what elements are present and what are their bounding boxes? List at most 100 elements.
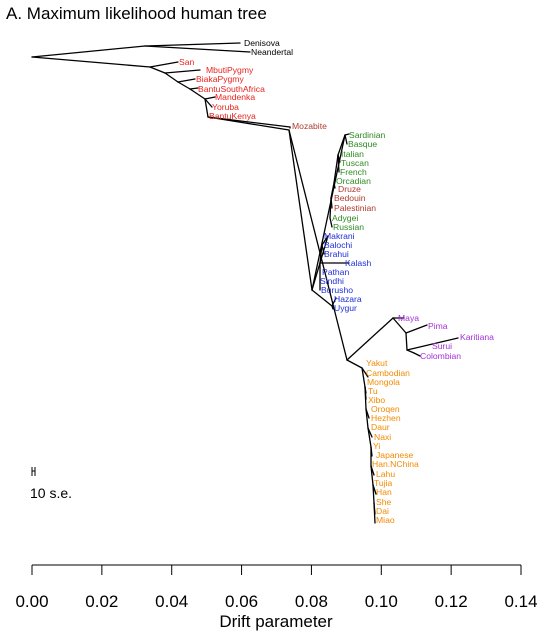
leaf-label-colombian: Colombian xyxy=(420,351,461,361)
tree-edges xyxy=(31,42,459,524)
leaf-label-druze: Druze xyxy=(338,184,361,194)
tree-edge xyxy=(204,98,209,118)
tree-edge xyxy=(177,81,191,90)
leaf-label-yoruba: Yoruba xyxy=(212,102,239,112)
leaf-label-tujia: Tujia xyxy=(374,478,393,488)
leaf-label-cambodian: Cambodian xyxy=(366,368,410,378)
leaf-label-sardinian: Sardinian xyxy=(349,130,386,140)
leaf-label-xibo: Xibo xyxy=(368,395,385,405)
leaf-label-hezhen: Hezhen xyxy=(371,413,401,423)
tree-edge xyxy=(189,88,206,100)
leaf-label-surui: Surui xyxy=(432,341,452,351)
tree-edge xyxy=(370,465,374,486)
leaf-label-hazara: Hazara xyxy=(334,294,362,304)
leaf-label-yi: Yi xyxy=(373,441,380,451)
figure-title: A. Maximum likelihood human tree xyxy=(6,4,267,23)
tree-edge xyxy=(288,129,348,361)
leaf-label-japanese: Japanese xyxy=(376,450,413,460)
leaf-label-uygur: Uygur xyxy=(334,303,357,313)
leaf-label-brahui: Brahui xyxy=(324,249,349,259)
leaf-label-french: French xyxy=(340,167,367,177)
x-axis-ticks: 0.00 0.02 0.04 0.06 0.08 0.10 0.12 0.14 xyxy=(15,565,538,611)
leaf-label-oroqen: Oroqen xyxy=(371,404,400,414)
tree-edge xyxy=(189,87,199,90)
leaf-label-miao: Miao xyxy=(376,515,395,525)
leaf-label-denisova: Denisova xyxy=(244,38,280,48)
leaf-label-makrani: Makrani xyxy=(324,231,355,241)
tree-edge xyxy=(406,337,459,351)
tree-edge xyxy=(337,134,346,156)
tree-edge xyxy=(346,359,363,369)
leaf-label-russian: Russian xyxy=(333,222,364,232)
leaf-label-bantukenya: BantuKenya xyxy=(209,111,256,121)
leaf-label-tuscan: Tuscan xyxy=(341,158,369,168)
tree-edge xyxy=(367,427,372,448)
leaf-label-han: Han xyxy=(376,487,392,497)
leaf-label-mongola: Mongola xyxy=(367,377,400,387)
leaf-label-neandertal: Neandertal xyxy=(251,47,293,57)
leaf-label-maya: Maya xyxy=(398,313,419,323)
leaf-label-daur: Daur xyxy=(371,422,390,432)
leaf-label-balochi: Balochi xyxy=(324,240,352,250)
tree-edge xyxy=(331,305,334,310)
leaf-label-burusho: Burusho xyxy=(321,285,353,295)
tree-edge xyxy=(361,367,366,388)
leaf-label-basque: Basque xyxy=(348,139,377,149)
tree-edge xyxy=(144,45,251,53)
tree-edge xyxy=(329,197,332,219)
tree-edge xyxy=(405,324,428,334)
tree-edge xyxy=(392,317,407,334)
tree-edge xyxy=(333,154,339,184)
tree-edge xyxy=(364,386,367,410)
tree-edge xyxy=(149,66,166,74)
x-tick-label-3: 0.06 xyxy=(225,592,258,611)
leaf-label-biakapygmy: BiakaPygmy xyxy=(196,74,244,84)
x-tick-label-7: 0.14 xyxy=(504,592,537,611)
tree-edge xyxy=(344,133,350,136)
x-tick-label-2: 0.04 xyxy=(155,592,188,611)
leaf-label-orcadian: Orcadian xyxy=(336,176,371,186)
tree-edge xyxy=(177,78,196,83)
scale-bar: 10 s.e. xyxy=(30,467,72,501)
x-tick-label-1: 0.02 xyxy=(85,592,118,611)
leaf-label-tu: Tu xyxy=(368,386,378,396)
tree-edge xyxy=(329,217,333,228)
leaf-label-lahu: Lahu xyxy=(376,469,395,479)
leaf-label-italian: Italian xyxy=(341,149,364,159)
leaf-label-kalash: Kalash xyxy=(345,258,371,268)
leaf-label-she: She xyxy=(376,497,392,507)
tree-edge xyxy=(372,484,375,504)
x-tick-label-5: 0.10 xyxy=(365,592,398,611)
leaf-label-bantusouthafrica: BantuSouthAfrica xyxy=(198,84,265,94)
tree-edge xyxy=(330,182,335,199)
tree-edge xyxy=(321,235,329,246)
x-tick-label-6: 0.12 xyxy=(435,592,468,611)
leaf-label-san: San xyxy=(179,57,195,67)
tree-edge xyxy=(164,69,201,74)
tree-edge xyxy=(413,352,421,357)
tree-edge xyxy=(288,129,313,291)
leaf-label-naxi: Naxi xyxy=(374,432,391,442)
leaf-label-palestinian: Palestinian xyxy=(334,203,376,213)
tree-edge xyxy=(207,116,290,131)
tree-edge xyxy=(31,45,146,58)
x-axis-title: Drift parameter xyxy=(219,612,333,631)
leaf-label-mozabite: Mozabite xyxy=(292,121,327,131)
tree-edge xyxy=(164,72,179,83)
leaf-label-karitiana: Karitiana xyxy=(460,332,494,342)
leaf-label-dai: Dai xyxy=(376,506,389,516)
x-tick-label-4: 0.08 xyxy=(295,592,328,611)
tree-edge xyxy=(204,98,213,108)
leaf-label-yakut: Yakut xyxy=(366,358,388,368)
leaf-label-sindhi: Sindhi xyxy=(320,276,344,286)
leaf-label-bedouin: Bedouin xyxy=(334,193,366,203)
leaf-label-han-nchina: Han.NChina xyxy=(372,459,419,469)
x-tick-label-0: 0.00 xyxy=(15,592,48,611)
tree-edge xyxy=(319,244,323,264)
tree-edge xyxy=(405,332,408,351)
leaf-label-adygei: Adygei xyxy=(332,213,358,223)
tree-edge xyxy=(373,502,376,524)
tree-edge xyxy=(346,317,394,361)
